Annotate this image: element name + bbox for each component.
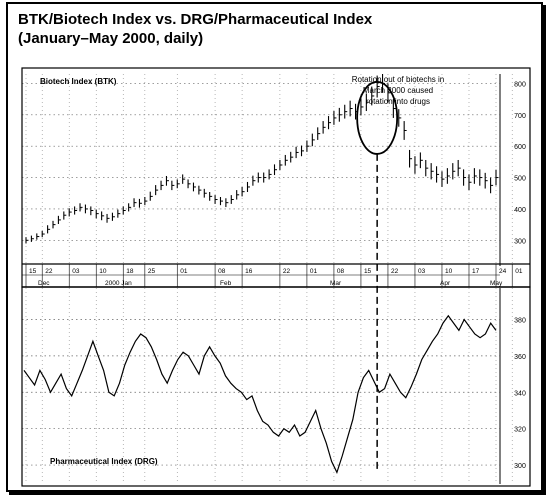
x-tick-day-label: 01 bbox=[515, 268, 523, 275]
chart-frame: BTK/Biotech Index vs. DRG/Pharmaceutical… bbox=[6, 2, 543, 492]
x-tick-month-label: Mar bbox=[330, 280, 342, 287]
x-tick-day-label: 10 bbox=[99, 268, 107, 275]
btk-series-label: Biotech Index (BTK) bbox=[40, 77, 117, 86]
chart-area: 300 400 500 600 700 800 Biotech Index (BTK) Rot… bbox=[20, 66, 536, 490]
x-tick-day-label: 01 bbox=[310, 268, 318, 275]
chart-subtitle: (January–May 2000, daily) bbox=[18, 30, 204, 47]
x-tick-day-label: 08 bbox=[218, 268, 226, 275]
x-tick-month-label: Dec bbox=[38, 280, 50, 287]
x-tick-day-label: 01 bbox=[180, 268, 188, 275]
x-tick-day-label: 08 bbox=[337, 268, 345, 275]
bottom-panel-border bbox=[21, 286, 531, 487]
x-tick-month-label: Apr bbox=[440, 280, 451, 287]
x-tick-day-label: 25 bbox=[148, 268, 156, 275]
top-panel-border bbox=[21, 67, 531, 288]
x-tick-month-label: Feb bbox=[220, 280, 232, 287]
x-tick-day-label: 17 bbox=[472, 268, 480, 275]
annotation-text-line: March 2000 caused bbox=[363, 86, 433, 95]
x-tick-day-label: 24 bbox=[499, 268, 507, 275]
btk-y-tick-label: 400 bbox=[514, 207, 526, 214]
x-tick-day-label: 18 bbox=[126, 268, 134, 275]
drg-y-tick-label: 380 bbox=[514, 317, 526, 324]
x-tick-month-label: 2000 Jan bbox=[105, 280, 132, 287]
x-tick-day-label: 03 bbox=[418, 268, 426, 275]
annotation-text-line: rotation into drugs bbox=[366, 97, 430, 106]
chart-svg: 300 400 500 600 700 800 Biotech Index (BTK) Rot… bbox=[21, 67, 531, 487]
btk-y-tick-label: 300 bbox=[514, 238, 526, 245]
drg-y-tick-label: 300 bbox=[514, 463, 526, 470]
drg-line-series bbox=[23, 314, 497, 475]
annotation-text-line: Rotation out of biotechs in bbox=[352, 75, 445, 84]
btk-y-tick-label: 600 bbox=[514, 144, 526, 151]
btk-y-tick-label: 800 bbox=[514, 81, 526, 88]
btk-y-tick-label: 500 bbox=[514, 176, 526, 183]
x-tick-day-label: 15 bbox=[364, 268, 372, 275]
drg-y-tick-label: 320 bbox=[514, 427, 526, 434]
title-block: BTK/Biotech Index vs. DRG/Pharmaceutical… bbox=[18, 10, 538, 48]
chart-title: BTK/Biotech Index vs. DRG/Pharmaceutical… bbox=[18, 11, 373, 28]
x-tick-day-label: 10 bbox=[445, 268, 453, 275]
x-tick-day-label: 15 bbox=[29, 268, 37, 275]
x-tick-day-label: 22 bbox=[391, 268, 399, 275]
x-tick-day-label: 03 bbox=[72, 268, 80, 275]
x-tick-day-label: 22 bbox=[283, 268, 291, 275]
drg-series-label: Pharmaceutical Index (DRG) bbox=[50, 457, 158, 466]
rotation-highlight-ellipse bbox=[356, 81, 399, 155]
x-tick-month-label: May bbox=[490, 280, 503, 287]
drg-y-tick-label: 340 bbox=[514, 390, 526, 397]
x-tick-day-label: 22 bbox=[45, 268, 53, 275]
x-tick-day-label: 16 bbox=[245, 268, 253, 275]
btk-y-tick-label: 700 bbox=[514, 113, 526, 120]
drg-y-tick-label: 360 bbox=[514, 354, 526, 361]
